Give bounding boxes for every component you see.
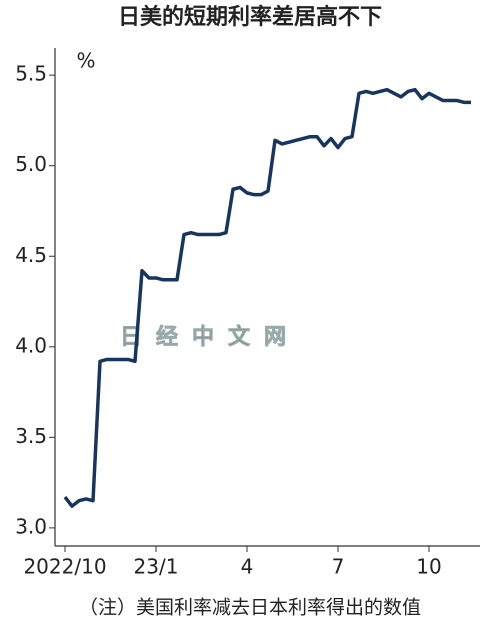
y-tick-label: 5.5 (15, 62, 47, 86)
y-tick-label: 5.0 (15, 152, 47, 176)
y-tick-label: 3.0 (15, 514, 47, 538)
y-tick-label: 4.0 (15, 333, 47, 357)
y-tick-label: 3.5 (15, 424, 47, 448)
x-tick-label: 23/1 (134, 555, 179, 579)
x-tick-label: 7 (332, 555, 345, 579)
x-tick-label: 4 (241, 555, 254, 579)
y-tick-label: 4.5 (15, 243, 47, 267)
data-line (63, 87, 471, 508)
x-tick-label: 2022/10 (23, 555, 106, 579)
chart-title: 日美的短期利率差居高不下 (118, 4, 382, 30)
note: （注）美国利率减去日本利率得出的数值 (79, 597, 421, 619)
x-tick-label: 10 (416, 555, 441, 579)
y-unit: % (76, 49, 95, 73)
watermark: 日经中文网 (120, 324, 300, 350)
